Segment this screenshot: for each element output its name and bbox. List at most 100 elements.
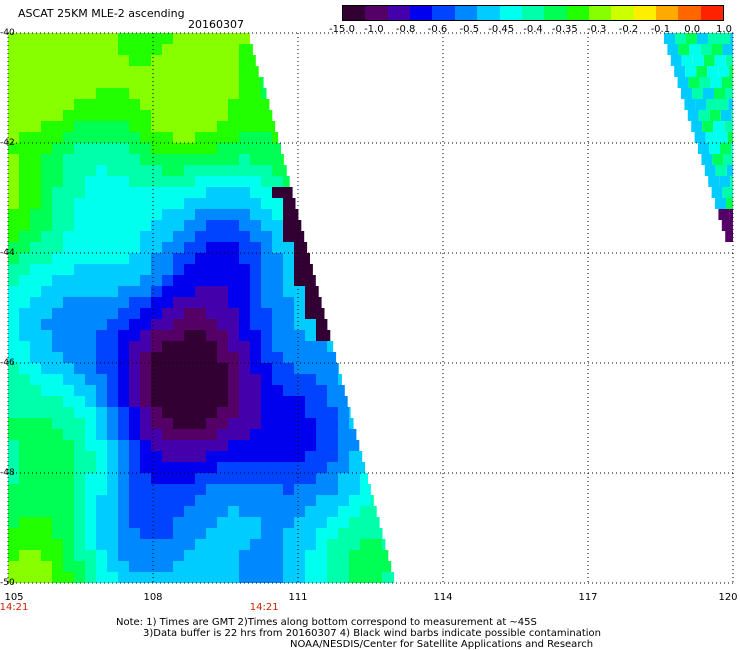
swath-cell: [162, 187, 173, 198]
swath-cell: [162, 176, 173, 187]
swath-cell: [52, 440, 63, 451]
swath-cell: [206, 154, 217, 165]
swath-cell: [195, 242, 206, 253]
swath-cell: [173, 220, 184, 231]
swath-cell: [41, 264, 52, 275]
image-date: 20160307: [188, 18, 244, 31]
swath-cell: [162, 484, 173, 495]
swath-cell: [140, 506, 151, 517]
swath-cell: [195, 330, 206, 341]
swath-cell: [63, 88, 74, 99]
longitude-tick-label: 108: [143, 592, 163, 603]
swath-cell: [74, 517, 85, 528]
swath-cell: [305, 572, 316, 583]
swath-cell: [206, 495, 217, 506]
swath-cell: [327, 341, 334, 352]
swath-cell: [349, 451, 360, 462]
swath-cell: [19, 110, 30, 121]
swath-cell: [294, 561, 305, 572]
swath-cell: [118, 88, 129, 99]
swath-cell: [30, 539, 41, 550]
swath-cell: [52, 132, 63, 143]
swath-cell: [151, 55, 162, 66]
swath-cell: [195, 110, 206, 121]
swath-cell: [228, 187, 239, 198]
swath-cell: [85, 121, 96, 132]
swath-cell: [360, 495, 371, 506]
swath-cell: [63, 231, 74, 242]
swath-cell: [151, 572, 162, 583]
swath-cell: [63, 440, 74, 451]
swath-cell: [250, 187, 261, 198]
swath-cell: [195, 506, 206, 517]
swath-cell: [52, 187, 63, 198]
swath-cell: [283, 176, 290, 187]
swath-cell: [239, 55, 250, 66]
swath-cell: [250, 517, 261, 528]
swath-cell: [338, 517, 349, 528]
swath-cell: [698, 110, 710, 121]
swath-cell: [96, 264, 107, 275]
swath-cell: [30, 297, 41, 308]
swath-cell: [52, 77, 63, 88]
swath-cell: [195, 198, 206, 209]
swath-cell: [63, 264, 74, 275]
swath-cell: [140, 495, 151, 506]
swath-cell: [85, 484, 96, 495]
swath-cell: [184, 154, 195, 165]
swath-cell: [41, 187, 52, 198]
swath-cell: [261, 407, 272, 418]
swath-cell: [371, 539, 382, 550]
swath-cell: [217, 176, 228, 187]
swath-cell: [316, 330, 327, 341]
swath-cell: [228, 374, 239, 385]
swath-cell: [173, 451, 184, 462]
swath-cell: [327, 484, 338, 495]
swath-cell: [30, 231, 41, 242]
latitude-tick-label: -42: [0, 138, 15, 148]
colorbar-swatch: [410, 6, 433, 20]
swath-cell: [151, 242, 162, 253]
swath-cell: [305, 440, 316, 451]
swath-cell: [107, 264, 118, 275]
swath-cell: [107, 99, 118, 110]
swath-cell: [239, 517, 250, 528]
swath-cell: [206, 363, 217, 374]
swath-cell: [107, 462, 118, 473]
swath-cell: [85, 88, 96, 99]
swath-cell: [731, 110, 733, 121]
swath-cell: [228, 99, 239, 110]
swath-cell: [52, 385, 63, 396]
swath-cell: [85, 286, 96, 297]
swath-cell: [195, 55, 206, 66]
swath-cell: [85, 506, 96, 517]
swath-cell: [162, 132, 173, 143]
swath-cell: [118, 55, 129, 66]
swath-cell: [217, 209, 228, 220]
swath-cell: [96, 242, 107, 253]
swath-cell: [217, 528, 228, 539]
swath-cell: [228, 165, 239, 176]
swath-cell: [184, 187, 195, 198]
swath-cell: [151, 528, 162, 539]
swath-cell: [140, 429, 151, 440]
swath-cell: [239, 440, 250, 451]
swath-cell: [63, 297, 74, 308]
swath-cell: [41, 297, 52, 308]
swath-cell: [96, 132, 107, 143]
swath-cell: [713, 121, 725, 132]
swath-cell: [52, 396, 63, 407]
swath-cell: [261, 506, 272, 517]
swath-cell: [162, 374, 173, 385]
swath-cell: [151, 99, 162, 110]
swath-cell: [173, 418, 184, 429]
swath-cell: [726, 198, 733, 209]
swath-cell: [19, 286, 30, 297]
swath-cell: [272, 440, 283, 451]
swath-cell: [162, 495, 173, 506]
swath-cell: [107, 561, 118, 572]
colorbar-tick-label: 1.0: [716, 24, 732, 35]
swath-cell: [151, 209, 162, 220]
swath-cell: [272, 539, 283, 550]
swath-cell: [41, 396, 52, 407]
